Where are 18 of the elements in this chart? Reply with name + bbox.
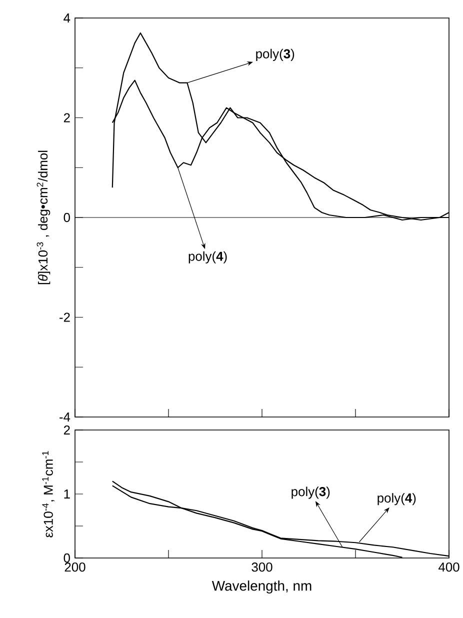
annotation: poly(3) [292,486,330,499]
y-tick-label: -4 [60,412,70,422]
y-tick-label: 4 [64,14,70,22]
y-axis-title: εx10$^{-4}$, M$^{-1}$cm$^{-1}$ [42,451,54,538]
x-tick-label: 300 [252,562,272,572]
y-tick-label: 0 [64,553,70,563]
y-tick-label: 0 [64,212,70,222]
y-tick-label: 2 [64,425,70,435]
y-tick-label: 1 [64,490,70,498]
y-tick-label: -2 [60,312,70,322]
x-tick-label: 200 [64,562,86,572]
y-tick-label: 2 [64,113,70,122]
annotation: poly(4) [378,493,416,506]
x-axis-title: Wavelength, nm [212,580,312,594]
annotation: poly(4) [188,251,227,264]
x-tick-label: 400 [438,562,460,572]
y-axis-title: [θ]x10$^{-3}$ , deg•cm$^{2}$/dmol [36,150,50,284]
annotation: poly(3) [256,48,294,61]
